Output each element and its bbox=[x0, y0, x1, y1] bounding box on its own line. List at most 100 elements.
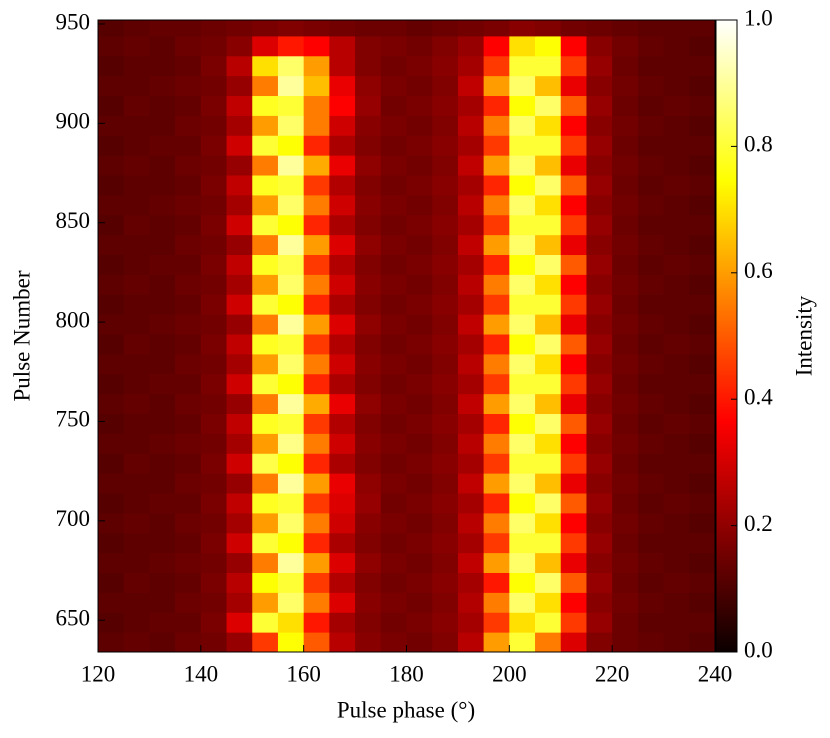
heatmap-cell bbox=[457, 373, 485, 395]
heatmap-cell bbox=[123, 175, 150, 196]
heatmap-cell bbox=[663, 393, 690, 415]
heatmap-cell bbox=[637, 493, 665, 514]
heatmap-cell bbox=[252, 35, 279, 57]
heatmap-cell bbox=[432, 35, 459, 57]
heatmap-cell bbox=[149, 214, 176, 236]
heatmap-cell bbox=[689, 115, 716, 136]
heatmap-cell bbox=[689, 175, 716, 196]
heatmap-cell bbox=[406, 95, 433, 116]
heatmap-cell bbox=[329, 473, 356, 494]
heatmap-cell bbox=[123, 592, 150, 613]
heatmap-cell bbox=[586, 95, 613, 116]
heatmap-cell bbox=[252, 75, 279, 97]
heatmap-cell bbox=[175, 512, 202, 534]
heatmap-cell bbox=[535, 473, 562, 494]
heatmap-cell bbox=[586, 155, 613, 176]
heatmap-cell bbox=[483, 115, 510, 136]
heatmap-cell bbox=[98, 175, 125, 196]
heatmap-cell bbox=[303, 512, 330, 534]
heatmap-cell bbox=[637, 155, 665, 176]
heatmap-cell bbox=[612, 194, 639, 216]
heatmap-cell bbox=[303, 314, 330, 335]
heatmap-cell bbox=[406, 115, 433, 136]
heatmap-cell bbox=[200, 512, 228, 534]
heatmap-cell bbox=[200, 373, 228, 395]
heatmap-cell bbox=[663, 55, 690, 77]
heatmap-cell bbox=[457, 35, 485, 57]
heatmap-cell bbox=[380, 413, 407, 434]
heatmap-cell bbox=[98, 453, 125, 474]
heatmap-cell bbox=[149, 55, 176, 77]
heatmap-cell bbox=[226, 294, 253, 315]
heatmap-cell bbox=[457, 592, 485, 613]
heatmap-cell bbox=[329, 433, 356, 454]
heatmap-cell bbox=[689, 473, 716, 494]
heatmap-cell bbox=[277, 155, 305, 176]
heatmap-cell bbox=[355, 393, 382, 415]
heatmap-cell bbox=[637, 175, 665, 196]
heatmap-cell bbox=[303, 20, 330, 37]
heatmap-cell bbox=[637, 532, 665, 554]
heatmap-cell bbox=[149, 175, 176, 196]
heatmap-cell bbox=[303, 592, 330, 613]
heatmap-cell bbox=[432, 612, 459, 633]
heatmap-cell bbox=[509, 334, 536, 355]
heatmap-cell bbox=[637, 274, 665, 295]
heatmap-cell bbox=[175, 353, 202, 375]
heatmap-cell bbox=[355, 294, 382, 315]
heatmap-cell bbox=[612, 115, 639, 136]
heatmap-cell bbox=[149, 373, 176, 395]
heatmap-cell bbox=[98, 413, 125, 434]
heatmap-cell bbox=[535, 175, 562, 196]
heatmap-cell bbox=[98, 274, 125, 295]
heatmap-cell bbox=[380, 155, 407, 176]
heatmap-cell bbox=[457, 274, 485, 295]
heatmap-cell bbox=[252, 95, 279, 116]
heatmap-cell bbox=[406, 552, 433, 574]
heatmap-cell bbox=[123, 155, 150, 176]
heatmap-cell bbox=[689, 294, 716, 315]
heatmap-cell bbox=[226, 135, 253, 156]
heatmap-cell bbox=[380, 512, 407, 534]
heatmap-cell bbox=[226, 612, 253, 633]
heatmap-cell bbox=[226, 552, 253, 574]
heatmap-cell bbox=[509, 135, 536, 156]
heatmap-cell bbox=[689, 20, 716, 37]
heatmap-cell bbox=[432, 353, 459, 375]
heatmap-cell bbox=[406, 353, 433, 375]
heatmap-cell bbox=[277, 135, 305, 156]
heatmap-cell bbox=[329, 95, 356, 116]
heatmap-cell bbox=[432, 473, 459, 494]
heatmap-cell bbox=[277, 532, 305, 554]
heatmap-cell bbox=[483, 214, 510, 236]
heatmap-cell bbox=[586, 612, 613, 633]
heatmap-cell bbox=[123, 194, 150, 216]
heatmap-cell bbox=[380, 433, 407, 454]
heatmap-cell bbox=[483, 373, 510, 395]
heatmap-cell bbox=[560, 35, 587, 57]
heatmap-cell bbox=[483, 234, 510, 256]
heatmap-cell bbox=[509, 314, 536, 335]
heatmap-cell bbox=[123, 115, 150, 136]
heatmap-cell bbox=[329, 115, 356, 136]
heatmap-cell bbox=[509, 20, 536, 37]
heatmap-cell bbox=[200, 552, 228, 574]
heatmap-cell bbox=[432, 493, 459, 514]
heatmap-cell bbox=[457, 254, 485, 275]
heatmap-cell bbox=[355, 274, 382, 295]
heatmap-cell bbox=[509, 95, 536, 116]
heatmap-cell bbox=[303, 175, 330, 196]
heatmap-cell bbox=[226, 314, 253, 335]
heatmap-cell bbox=[380, 135, 407, 156]
heatmap-cell bbox=[457, 20, 485, 37]
heatmap-cell bbox=[612, 95, 639, 116]
heatmap-cell bbox=[355, 234, 382, 256]
heatmap-cell bbox=[509, 433, 536, 454]
heatmap-cell bbox=[586, 592, 613, 613]
heatmap-cell bbox=[689, 612, 716, 633]
heatmap-cell bbox=[483, 393, 510, 415]
heatmap-cell bbox=[226, 214, 253, 236]
heatmap-cell bbox=[535, 552, 562, 574]
heatmap-cell bbox=[637, 453, 665, 474]
